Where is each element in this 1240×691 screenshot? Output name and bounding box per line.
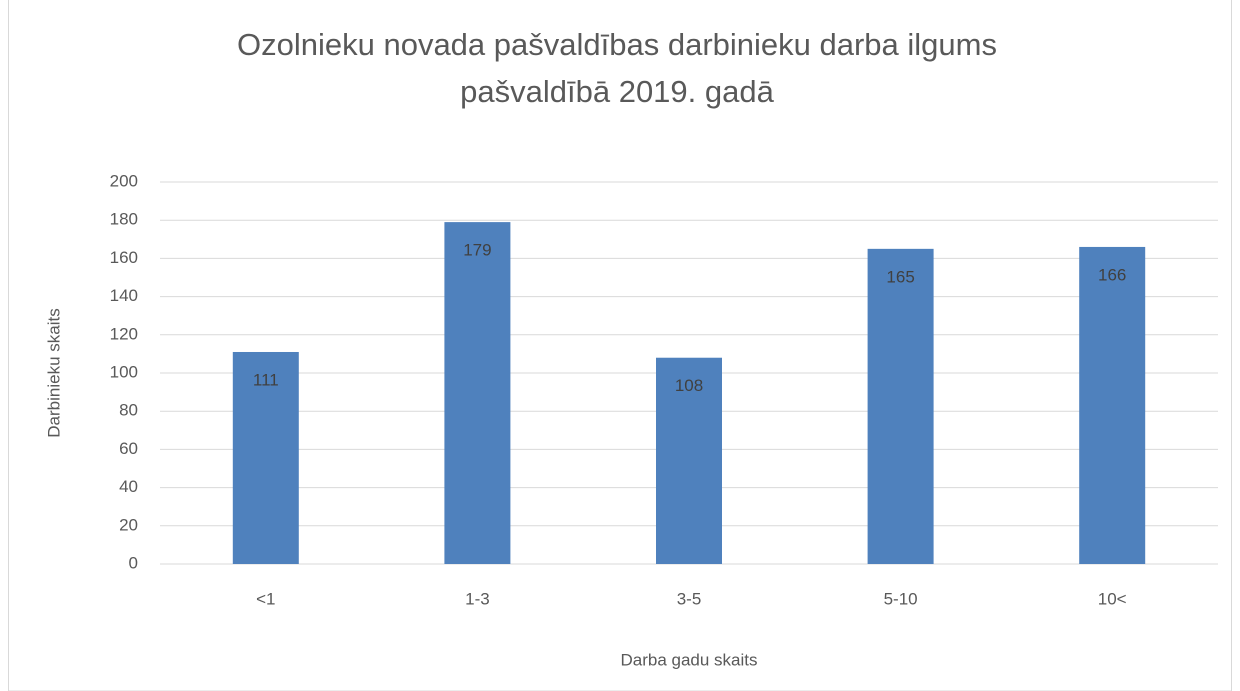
- y-tick-label: 100: [110, 362, 138, 381]
- y-tick-label: 80: [119, 401, 138, 420]
- bar: [232, 351, 299, 564]
- bar: [656, 357, 722, 564]
- x-tick-label: 10<: [1098, 589, 1127, 608]
- data-label: 165: [886, 267, 914, 286]
- data-label: 166: [1098, 265, 1126, 284]
- bar: [444, 222, 511, 565]
- data-label: 108: [675, 376, 703, 395]
- chart-title: Ozolnieku novada pašvaldības darbinieku …: [237, 27, 997, 62]
- y-tick-label: 120: [110, 324, 138, 343]
- y-tick-label: 180: [110, 210, 138, 229]
- y-tick-label: 140: [110, 286, 138, 305]
- y-tick-label: 60: [119, 439, 138, 458]
- data-label: 111: [253, 370, 279, 389]
- x-tick-label: 5-10: [884, 589, 918, 608]
- y-tick-label: 0: [129, 553, 138, 572]
- chart-frame: [8, 0, 1232, 691]
- bar: [867, 248, 934, 564]
- y-tick-label: 160: [110, 248, 138, 267]
- data-label: 179: [463, 241, 491, 260]
- bar: [1079, 246, 1146, 564]
- y-tick-label: 20: [119, 515, 138, 534]
- x-tick-label: <1: [256, 589, 275, 608]
- y-tick-label: 40: [119, 477, 138, 496]
- x-tick-label: 3-5: [677, 589, 702, 608]
- y-tick-label: 200: [110, 171, 138, 190]
- chart-title: pašvaldībā 2019. gadā: [460, 74, 774, 109]
- y-axis-label: Darbinieku skaits: [44, 308, 63, 437]
- x-tick-label: 1-3: [465, 589, 490, 608]
- x-axis-label: Darba gadu skaits: [620, 650, 757, 669]
